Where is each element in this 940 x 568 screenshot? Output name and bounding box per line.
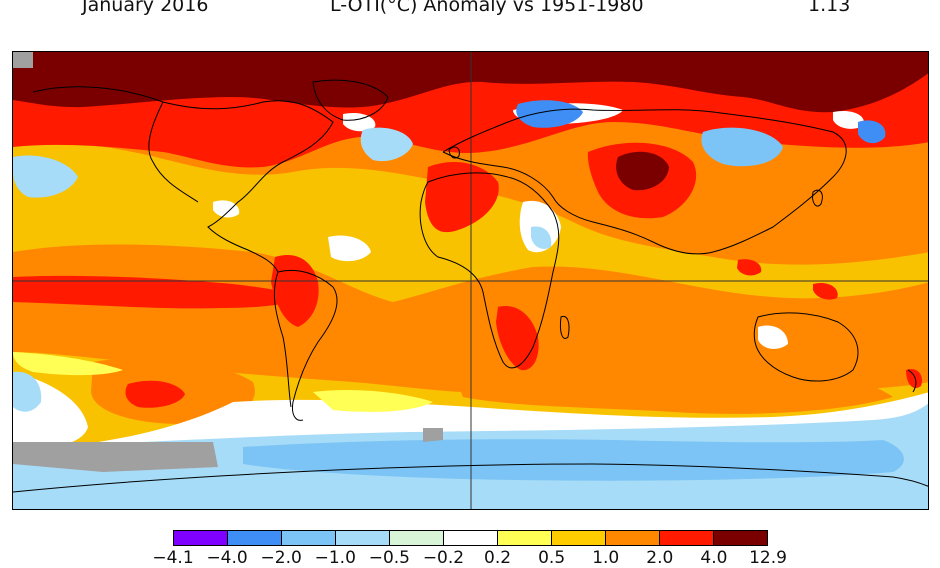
coast-south-america: [273, 269, 338, 421]
region-lightblue-south-pacific-west: [13, 371, 42, 412]
region-lightblue-atlantic: [360, 127, 413, 162]
global-mean-value: 1.13: [808, 0, 851, 16]
legend-swatch: [606, 531, 660, 545]
coast-australia: [753, 312, 859, 382]
coast-japan: [812, 189, 823, 207]
legend-swatch: [552, 531, 606, 545]
legend-swatch: [390, 531, 444, 545]
coastlines: [13, 79, 928, 493]
color-legend-bar: [173, 530, 768, 546]
region-red-southern-africa: [496, 306, 539, 371]
legend-tick-label: 0.2: [484, 548, 512, 568]
coast-uk: [448, 146, 460, 159]
region-yellow-pacific-band: [13, 352, 123, 376]
region-sky-north-asia: [701, 127, 783, 167]
legend-swatch: [228, 531, 282, 545]
region-lightblue-north-pacific: [13, 155, 78, 198]
legend-tick-label: −0.5: [368, 548, 410, 568]
region-orange-indian-ocean: [453, 355, 893, 414]
legend-tick-label: −2.0: [260, 548, 302, 568]
anomaly-map: [12, 51, 929, 510]
region-red-south-pacific-spot: [125, 380, 185, 408]
legend-tick-label: 0.5: [538, 548, 566, 568]
legend-tick-label: 1.0: [592, 548, 620, 568]
region-red-new-zealand: [906, 368, 922, 389]
region-red-tropical-pacific: [13, 275, 303, 309]
region-yellow-south-atlantic: [313, 390, 433, 412]
region-red-north-africa: [425, 162, 499, 233]
region-white-central-atlantic: [328, 235, 371, 262]
region-white-australia: [758, 325, 788, 349]
color-legend-labels: −4.1 −4.0 −2.0 −1.0 −0.5 −0.2 0.2 0.5 1.0 2.0 4.0 1…: [152, 548, 787, 568]
region-white-arctic-north: [343, 103, 864, 132]
legend-tick-label: −4.1: [152, 548, 194, 568]
region-red-maritime: [737, 259, 838, 300]
coast-greenland: [312, 79, 389, 121]
region-blue-kamchatka: [858, 120, 886, 144]
legend-swatch: [282, 531, 336, 545]
map-title: L-OTI(°C) Anomaly vs 1951-1980: [330, 0, 644, 16]
legend-tick-label: −4.0: [206, 548, 248, 568]
coast-africa: [419, 172, 560, 369]
map-date: January 2016: [82, 0, 209, 16]
coast-madagascar: [560, 315, 570, 339]
legend-tick-label: 4.0: [700, 548, 728, 568]
legend-tick-label: −1.0: [314, 548, 356, 568]
legend-tick-label: −0.2: [422, 548, 465, 568]
legend-swatch: [714, 531, 767, 545]
legend-tick-label: 12.9: [749, 548, 787, 568]
coast-new-zealand: [907, 369, 917, 393]
region-white-gulf: [213, 200, 240, 218]
legend-swatch: [660, 531, 714, 545]
coast-antarctica: [13, 463, 928, 493]
legend-swatch: [174, 531, 228, 545]
region-lightblue-arabia: [531, 226, 552, 249]
coast-north-america: [32, 86, 334, 273]
legend-swatch: [336, 531, 390, 545]
legend-tick-label: 2.0: [646, 548, 674, 568]
legend-swatch: [498, 531, 552, 545]
region-blue-scandinavia: [516, 100, 583, 128]
region-darkred-siberia: [616, 151, 669, 191]
region-sky-antarctic: [243, 439, 904, 481]
legend-swatch: [444, 531, 498, 545]
coast-eurasia: [442, 108, 847, 255]
